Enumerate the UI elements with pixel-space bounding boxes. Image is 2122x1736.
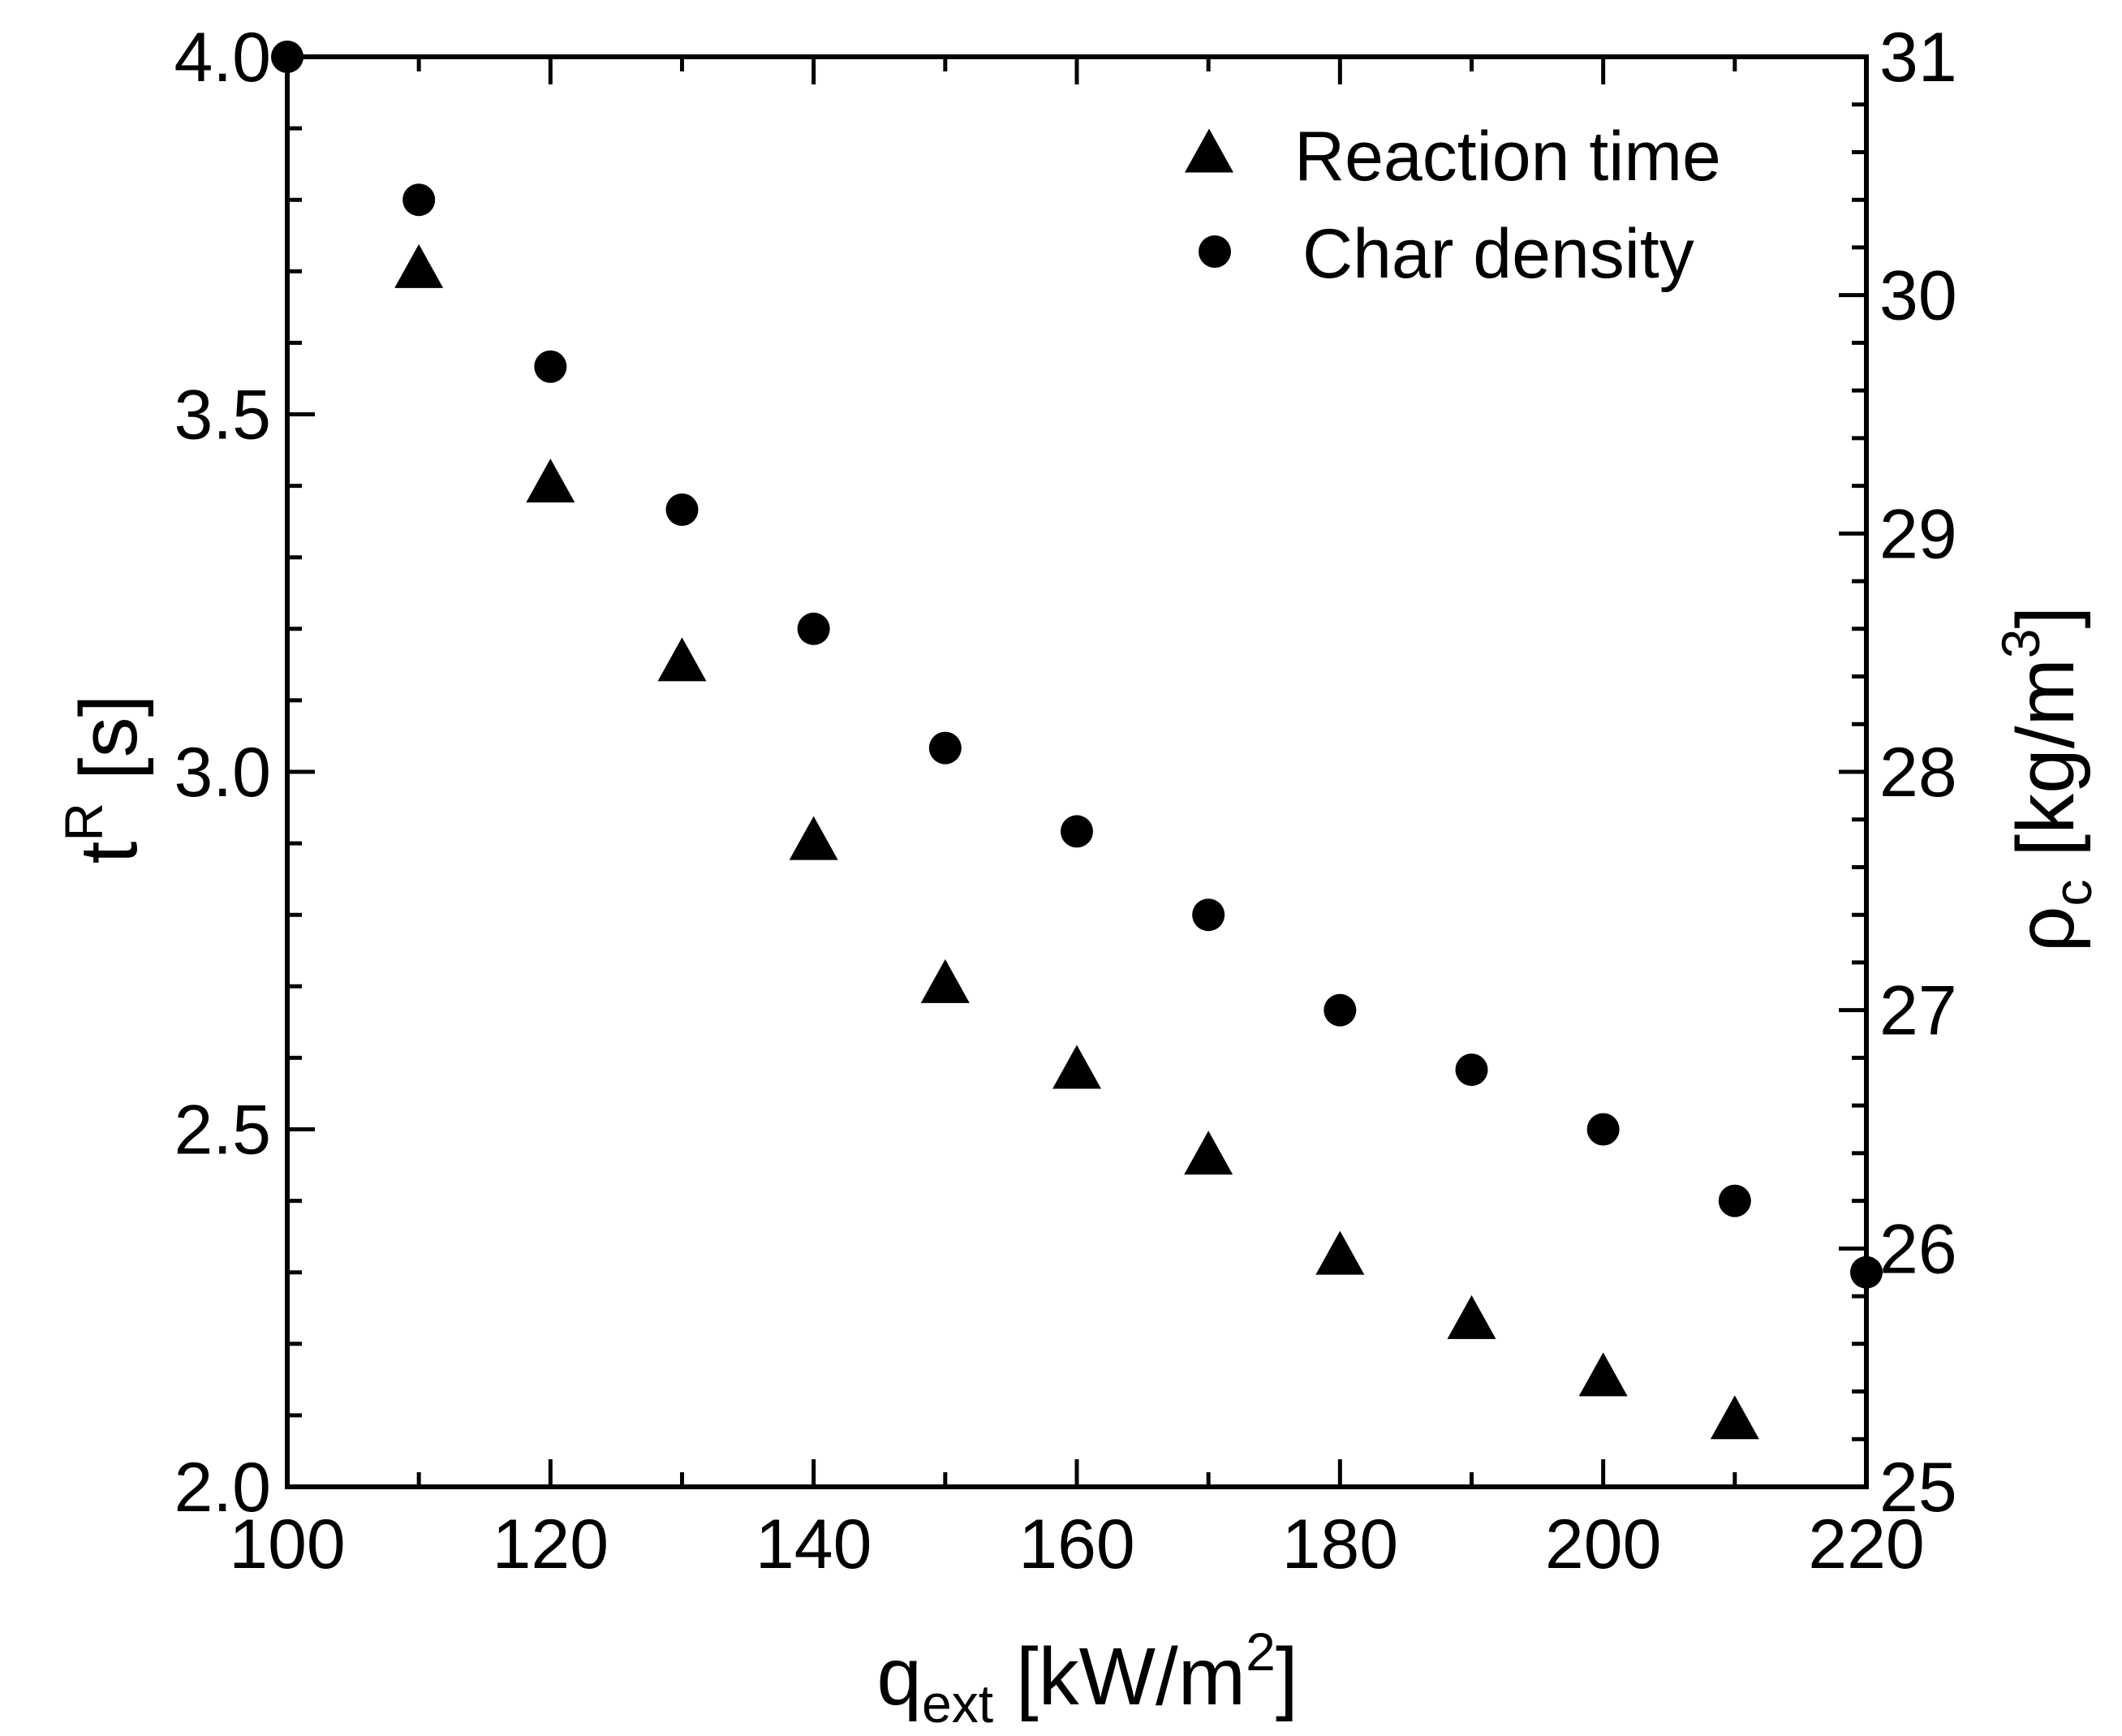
x-tick-label: 180	[1282, 1506, 1399, 1583]
point-char-density	[1192, 898, 1225, 932]
y-right-title-sup: 3	[1991, 628, 2051, 658]
point-reaction-time	[789, 816, 838, 860]
point-char-density	[402, 183, 436, 217]
point-char-density	[1586, 1113, 1620, 1146]
y-left-tick-label: 3.0	[174, 734, 271, 812]
y-right-tick-label: 31	[1879, 19, 1957, 97]
x-tick-label: 120	[493, 1506, 609, 1583]
y-right-tick-label: 25	[1879, 1449, 1957, 1527]
y-right-tick-label: 30	[1879, 257, 1957, 335]
y-left-title-main: t	[63, 841, 154, 864]
x-axis-title-main: q	[876, 1631, 922, 1722]
y-right-title-sub: c	[2042, 879, 2103, 906]
legend: Reaction time Char density	[1185, 118, 1721, 293]
y-right-title-main: ρ	[2000, 906, 2091, 952]
point-char-density	[1718, 1184, 1751, 1217]
y-right-tick-label: 29	[1879, 495, 1957, 573]
x-axis-title-rest: [kW/m	[993, 1631, 1246, 1722]
x-tick-label: 140	[755, 1506, 872, 1583]
point-reaction-time	[657, 637, 707, 682]
point-reaction-time	[1315, 1230, 1365, 1275]
point-reaction-time	[1447, 1294, 1496, 1339]
y-right-title-rest: [kg/m	[2000, 658, 2091, 879]
y-axis-right-title: ρc [kg/m3]	[1991, 606, 2103, 953]
legend-marker-char-density	[1199, 235, 1231, 268]
y-axis-left-title: tR [s]	[54, 695, 154, 864]
y-left-tick-label: 2.5	[174, 1092, 271, 1170]
point-char-density	[665, 493, 699, 526]
y-left-tick-label: 3.5	[174, 377, 271, 454]
point-reaction-time	[1052, 1045, 1101, 1089]
point-char-density	[1455, 1053, 1488, 1087]
y-right-title-end: ]	[2000, 606, 2091, 629]
y-left-title-rest: [s]	[63, 695, 154, 803]
x-axis-title-sup: 2	[1246, 1622, 1276, 1682]
x-tick-label: 160	[1018, 1506, 1135, 1583]
point-char-density	[928, 731, 962, 765]
point-reaction-time	[920, 958, 970, 1003]
y-right-tick-label: 28	[1879, 734, 1957, 812]
data-points	[271, 41, 1883, 1440]
y-right-tick-label: 27	[1879, 972, 1957, 1050]
point-char-density	[1061, 815, 1093, 848]
point-char-density	[1324, 993, 1357, 1027]
plot-frame	[285, 54, 1869, 1489]
legend-label-char-density: Char density	[1302, 215, 1694, 293]
x-axis-title-sub: ext	[922, 1674, 993, 1734]
point-reaction-time	[394, 243, 444, 288]
legend-label-reaction-time: Reaction time	[1294, 118, 1721, 196]
point-reaction-time	[1184, 1131, 1233, 1175]
x-axis-title-end: ]	[1276, 1631, 1298, 1722]
x-axis-title: qext [kW/m2]	[876, 1622, 1298, 1734]
x-tick-label: 200	[1545, 1506, 1662, 1583]
y-left-tick-label: 2.0	[174, 1449, 271, 1527]
x-tick-label: 100	[229, 1506, 346, 1583]
point-char-density	[534, 350, 567, 383]
tick-labels: 100 120 140 160 180 200 220 2.0 2.5 3.0 3.5 4.0 25 26…	[174, 19, 1956, 1583]
point-reaction-time	[1578, 1352, 1628, 1397]
legend-marker-reaction-time	[1185, 128, 1233, 173]
point-char-density	[797, 612, 830, 645]
y-right-tick-label: 26	[1879, 1210, 1957, 1288]
y-left-title-sup: R	[54, 803, 114, 842]
y-left-tick-label: 4.0	[174, 19, 271, 97]
point-reaction-time	[1710, 1395, 1759, 1440]
x-tick-label: 220	[1808, 1506, 1925, 1583]
point-reaction-time	[526, 459, 575, 503]
